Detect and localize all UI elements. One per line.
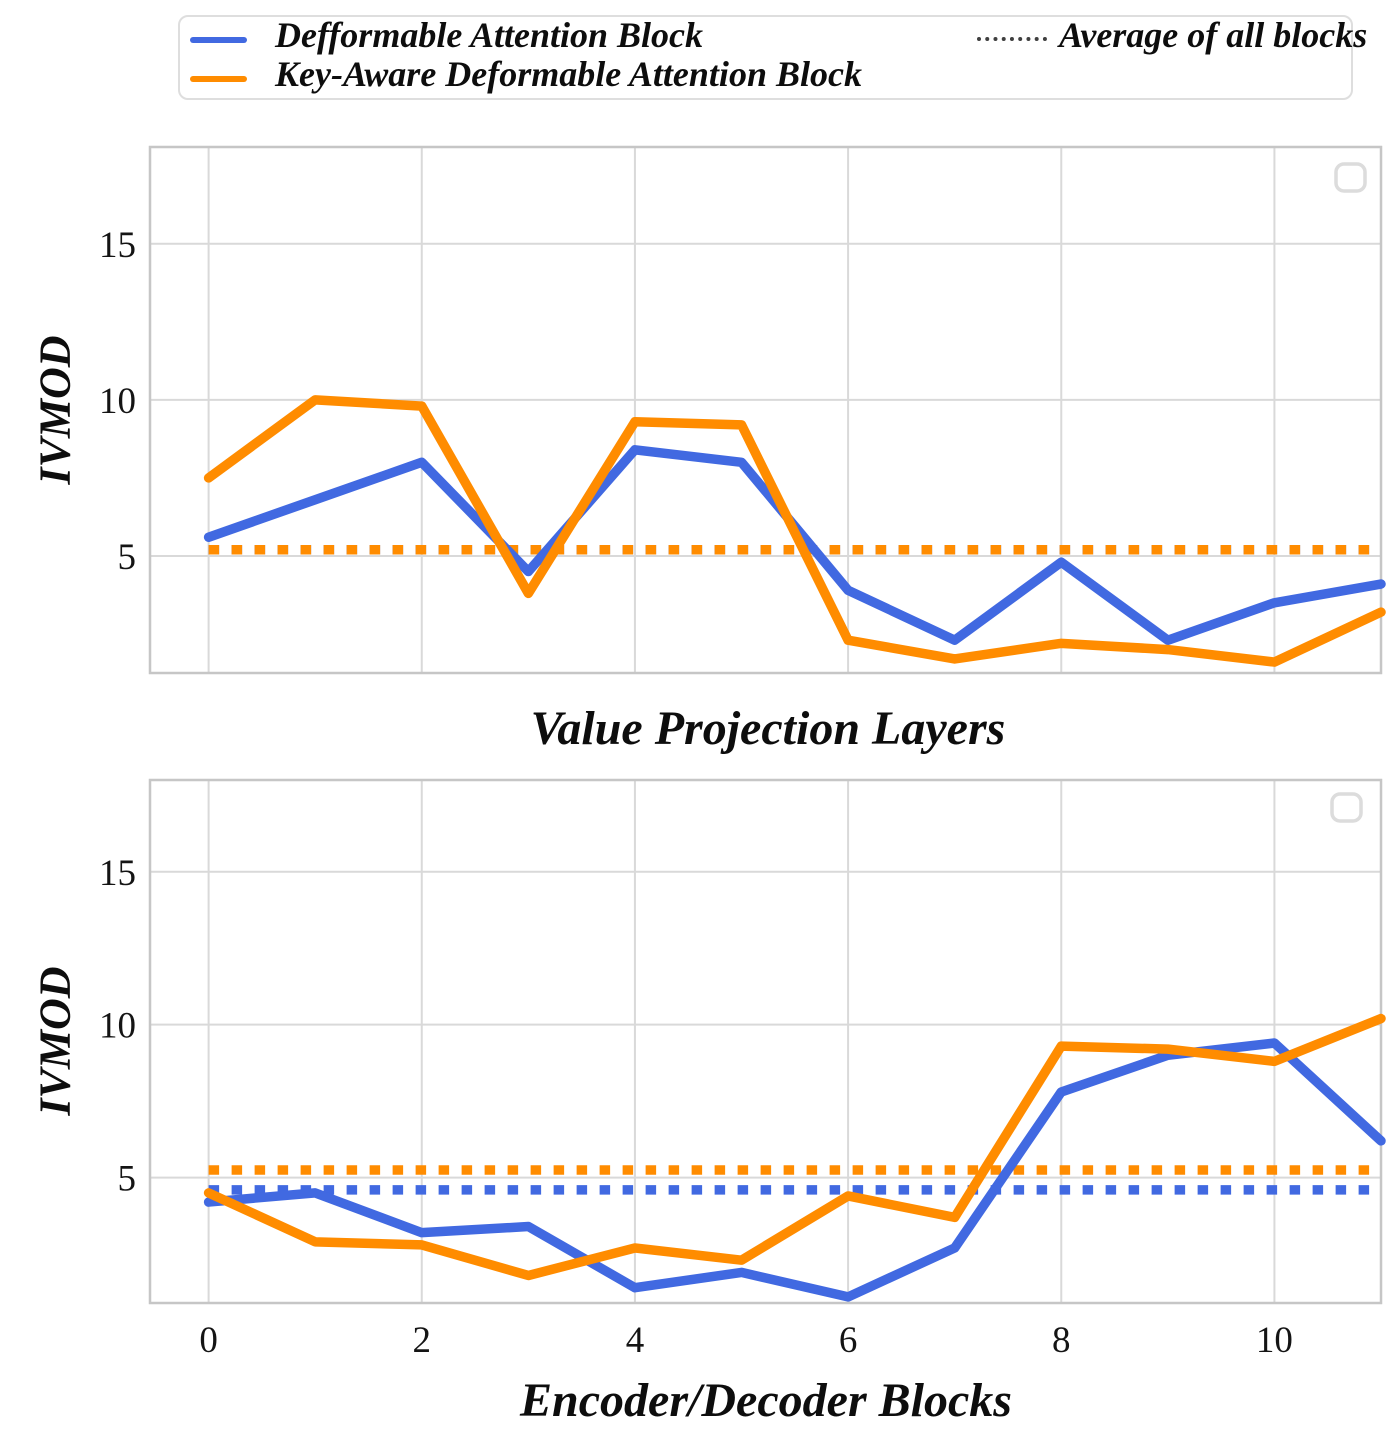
y-tick-label: 10 (99, 1006, 136, 1047)
blue-line-swatch-icon (190, 37, 247, 43)
x-tick-label: 8 (1052, 1320, 1071, 1361)
series-line (203, 395, 1386, 667)
legend-item-label: Average of all blocks (1059, 15, 1368, 55)
y-tick-label: 15 (99, 225, 136, 266)
value-projection-chart: 5 10 15 (99, 145, 1386, 675)
y-tick-label: 15 (99, 853, 136, 894)
plot-border (148, 145, 1383, 675)
y-tick-label: 5 (118, 1159, 137, 1200)
dotted-line-swatch-icon (977, 37, 1047, 41)
x-tick-label: 2 (413, 1320, 432, 1361)
encoder-decoder-chart: 5 10 15 0 2 4 6 8 10 (99, 778, 1386, 1361)
x-tick-label: 10 (1256, 1320, 1293, 1361)
empty-legend-box (1330, 792, 1363, 823)
x-tick-label: 4 (626, 1320, 645, 1361)
top-chart-x-axis-title: Value Projection Layers (531, 702, 1006, 755)
empty-legend-box (1334, 162, 1367, 193)
y-tick-label: 10 (99, 381, 136, 422)
bottom-chart-y-axis-title: IVMOD (30, 966, 79, 1116)
series-line (203, 1013, 1386, 1281)
legend: Defformable Attention Block Key-Aware De… (178, 15, 1367, 100)
y-tick-label: 5 (118, 537, 137, 578)
plot-border (148, 778, 1383, 1305)
bottom-chart-x-axis-title: Encoder/Decoder Blocks (519, 1374, 1012, 1427)
legend-item-label: Defformable Attention Block (275, 15, 703, 55)
legend-item-label: Key-Aware Deformable Attention Block (275, 54, 862, 94)
top-chart-y-axis-title: IVMOD (30, 335, 79, 485)
orange-line-swatch-icon (190, 76, 247, 82)
x-tick-label: 0 (199, 1320, 218, 1361)
x-tick-label: 6 (839, 1320, 858, 1361)
